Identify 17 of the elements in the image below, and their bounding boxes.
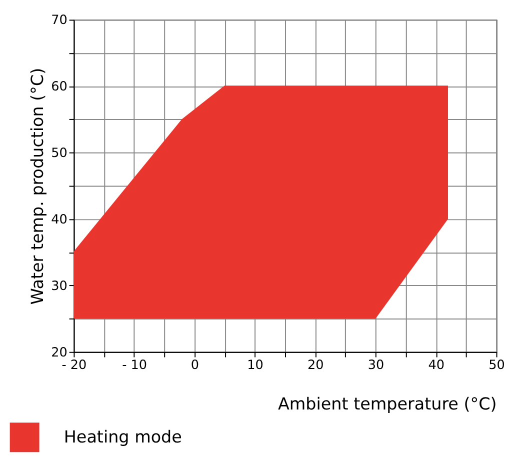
- y-tick-label: 30: [51, 278, 68, 294]
- y-tick-label: 60: [51, 80, 68, 95]
- y-tick-label: 40: [51, 212, 68, 228]
- legend-label: Heating mode: [64, 426, 182, 446]
- y-tick-label: 50: [51, 146, 68, 161]
- x-tick-label: 40: [428, 358, 445, 374]
- x-tick-label: 10: [247, 358, 264, 374]
- x-tick-label: 30: [368, 358, 384, 374]
- y-axis-title: Water temp. production (°C): [27, 68, 48, 305]
- x-tick-label: - 10: [122, 358, 148, 374]
- x-tick-label: 50: [488, 358, 505, 374]
- x-tick-label: 20: [308, 358, 324, 374]
- y-tick-label: 20: [51, 345, 68, 360]
- x-axis-title: Ambient temperature (°C): [278, 393, 497, 414]
- y-tick-label: 70: [51, 13, 68, 28]
- x-tick-label: - 20: [62, 358, 87, 374]
- x-tick-label: 0: [190, 358, 199, 374]
